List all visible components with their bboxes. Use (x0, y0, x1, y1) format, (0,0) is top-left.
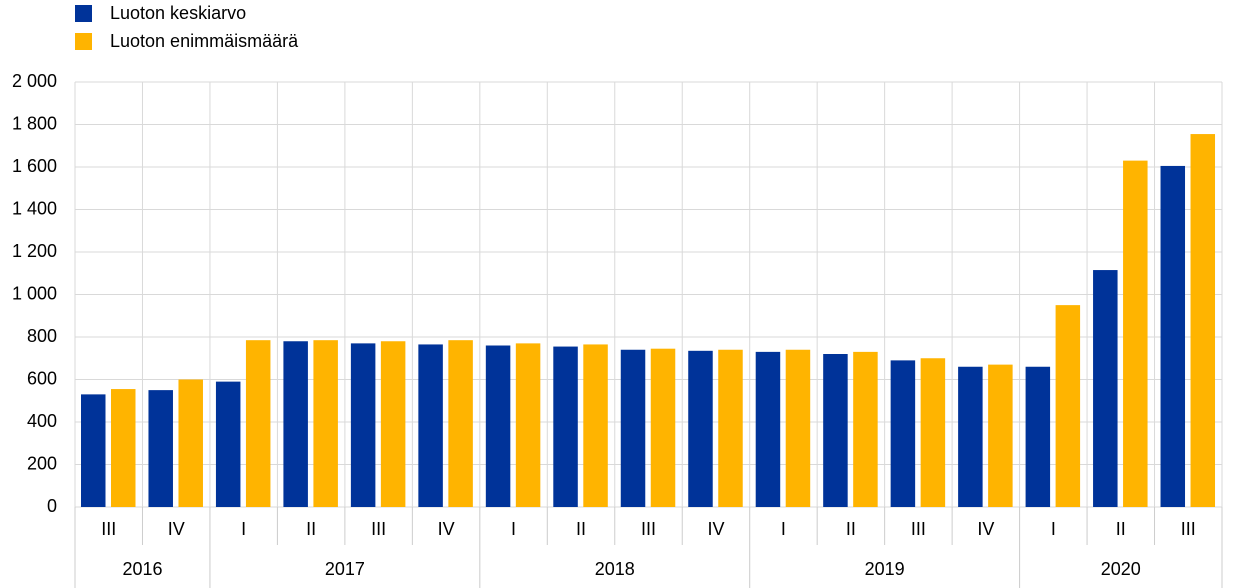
bar (553, 346, 578, 507)
bar (515, 343, 541, 507)
bar (283, 341, 308, 507)
group-label: 2020 (1101, 559, 1141, 579)
bar (620, 349, 646, 507)
bar (485, 345, 511, 507)
bar (1093, 270, 1118, 507)
bar (148, 390, 173, 507)
bar (1025, 366, 1051, 507)
x-tick-label: II (1116, 519, 1126, 539)
x-tick-label: III (911, 519, 926, 539)
x-tick-label: II (576, 519, 586, 539)
bar (1055, 305, 1081, 507)
bar (920, 358, 946, 507)
bar (718, 349, 743, 507)
x-tick-label: IV (707, 519, 724, 539)
bar (583, 344, 608, 507)
bar (823, 354, 848, 507)
y-tick-label: 1 400 (12, 198, 57, 218)
legend-label: Luoton enimmäismäärä (110, 31, 299, 51)
bar (380, 341, 406, 507)
bar (1190, 134, 1216, 507)
x-tick-label: I (241, 519, 246, 539)
x-tick-label: III (101, 519, 116, 539)
bar (1123, 160, 1148, 507)
y-tick-label: 1 600 (12, 156, 57, 176)
y-tick-label: 0 (47, 496, 57, 516)
y-tick-label: 800 (27, 326, 57, 346)
x-tick-label: I (781, 519, 786, 539)
bar (688, 350, 713, 507)
x-tick-label: II (306, 519, 316, 539)
bar (1160, 165, 1186, 507)
legend-swatch (75, 5, 92, 22)
bar (350, 343, 376, 507)
bar (755, 351, 781, 507)
bar (111, 389, 136, 507)
bar (988, 364, 1013, 507)
x-tick-label: I (511, 519, 516, 539)
x-tick-label: III (1181, 519, 1196, 539)
bar (853, 351, 878, 507)
x-tick-label: IV (168, 519, 185, 539)
y-tick-label: 400 (27, 411, 57, 431)
x-tick-label: IV (977, 519, 994, 539)
bar (785, 349, 811, 507)
bar (448, 340, 473, 507)
legend-swatch (75, 33, 92, 50)
bar (178, 379, 203, 507)
group-label: 2018 (595, 559, 635, 579)
bar (958, 366, 983, 507)
x-tick-label: I (1051, 519, 1056, 539)
bar (215, 381, 241, 507)
bar (313, 340, 338, 507)
y-tick-label: 1 200 (12, 241, 57, 261)
group-label: 2017 (325, 559, 365, 579)
x-tick-label: IV (438, 519, 455, 539)
y-tick-label: 2 000 (12, 71, 57, 91)
y-tick-label: 1 800 (12, 113, 57, 133)
y-tick-label: 1 000 (12, 283, 57, 303)
bar (650, 348, 676, 507)
y-tick-label: 600 (27, 368, 57, 388)
x-tick-label: III (641, 519, 656, 539)
bar (890, 360, 916, 507)
group-label: 2019 (865, 559, 905, 579)
y-tick-label: 200 (27, 453, 57, 473)
group-label: 2016 (122, 559, 162, 579)
x-tick-label: II (846, 519, 856, 539)
x-tick-label: III (371, 519, 386, 539)
bar (418, 344, 443, 507)
legend-label: Luoton keskiarvo (110, 3, 246, 23)
bar (245, 340, 271, 507)
bar (81, 394, 106, 507)
